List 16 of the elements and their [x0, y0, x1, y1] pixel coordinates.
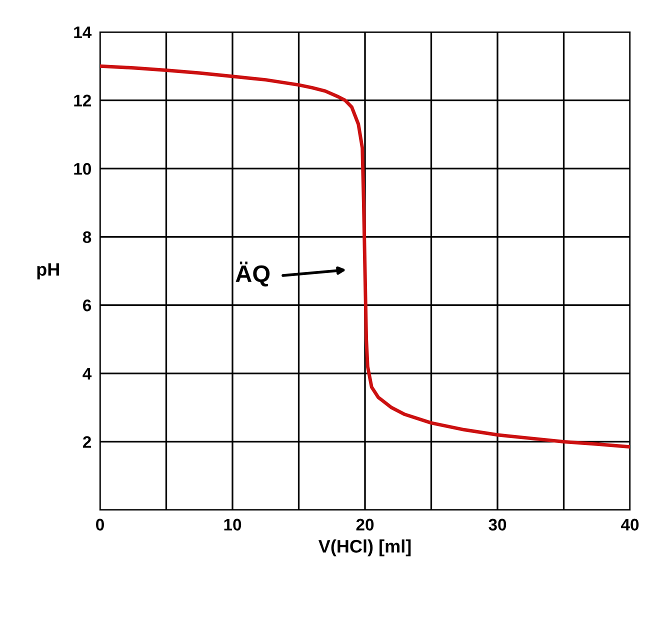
x-tick-label: 20	[356, 518, 374, 531]
x-tick-label: 10	[224, 518, 242, 531]
y-axis-title: pH	[37, 263, 59, 280]
x-tick-label: 30	[488, 518, 506, 531]
x-axis-title: V(HCl) [ml]	[318, 539, 411, 556]
y-tick-label: 6	[83, 300, 92, 312]
x-tick-label: 0	[96, 518, 104, 531]
line-series	[100, 64, 630, 449]
y-tick-label: 10	[74, 162, 91, 175]
y-tick-label: 12	[74, 94, 91, 106]
x-tick-label: 40	[620, 518, 639, 531]
y-tick-label: 2	[82, 436, 91, 448]
y-tick-label: 14	[74, 26, 92, 38]
y-tick-label: 4	[82, 368, 92, 380]
y-tick-label: 8	[82, 231, 92, 244]
annotation: ÄQ	[236, 262, 270, 286]
